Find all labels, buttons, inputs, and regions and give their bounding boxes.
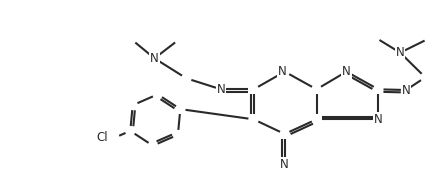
Text: N: N <box>402 84 410 96</box>
Text: N: N <box>374 113 383 126</box>
Text: N: N <box>278 65 286 78</box>
Text: Cl: Cl <box>96 131 108 144</box>
Text: N: N <box>342 65 351 78</box>
Text: N: N <box>280 158 289 171</box>
Text: N: N <box>396 46 405 59</box>
Text: N: N <box>150 52 159 65</box>
Text: N: N <box>217 83 226 96</box>
